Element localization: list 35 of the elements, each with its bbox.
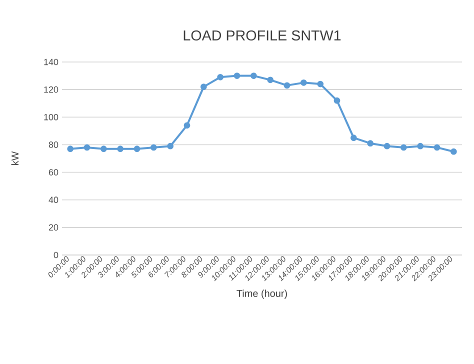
point — [350, 134, 357, 142]
point — [434, 144, 440, 151]
point — [367, 140, 374, 147]
y-tick-label: 120 — [44, 86, 58, 93]
point — [384, 142, 390, 150]
point — [117, 146, 124, 152]
point — [400, 144, 407, 151]
chart-title: LOAD PROFILE SNTW1 — [184, 30, 341, 40]
point — [450, 148, 457, 155]
y-tick-label: 140 — [44, 58, 58, 66]
point — [67, 146, 74, 152]
point — [300, 79, 307, 86]
y-tick-label: 100 — [44, 114, 58, 120]
point — [84, 144, 90, 151]
point — [167, 142, 174, 150]
point — [217, 74, 224, 80]
point — [134, 146, 140, 152]
x-axis-title: Time (hour) — [236, 290, 287, 299]
point — [100, 146, 107, 152]
y-tick-label: 20 — [48, 224, 58, 231]
point — [234, 72, 240, 79]
point — [184, 122, 190, 129]
point — [317, 80, 324, 88]
y-tick-label: 0 — [54, 252, 58, 258]
point — [250, 72, 257, 79]
y-tick-label: 40 — [48, 196, 58, 204]
y-tick-label: 80 — [48, 142, 58, 148]
y-tick-label: 60 — [48, 169, 58, 176]
point — [334, 97, 340, 104]
point — [284, 82, 290, 89]
point — [417, 142, 424, 150]
point — [267, 76, 274, 84]
point — [150, 144, 157, 151]
point — [200, 84, 207, 90]
y-axis-title: kW — [11, 151, 18, 166]
